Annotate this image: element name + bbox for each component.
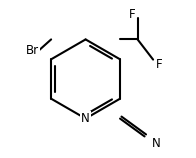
Text: F: F: [129, 8, 135, 21]
Text: N: N: [152, 137, 161, 150]
Text: Br: Br: [25, 44, 39, 57]
Text: F: F: [156, 58, 163, 71]
Text: N: N: [81, 112, 90, 125]
